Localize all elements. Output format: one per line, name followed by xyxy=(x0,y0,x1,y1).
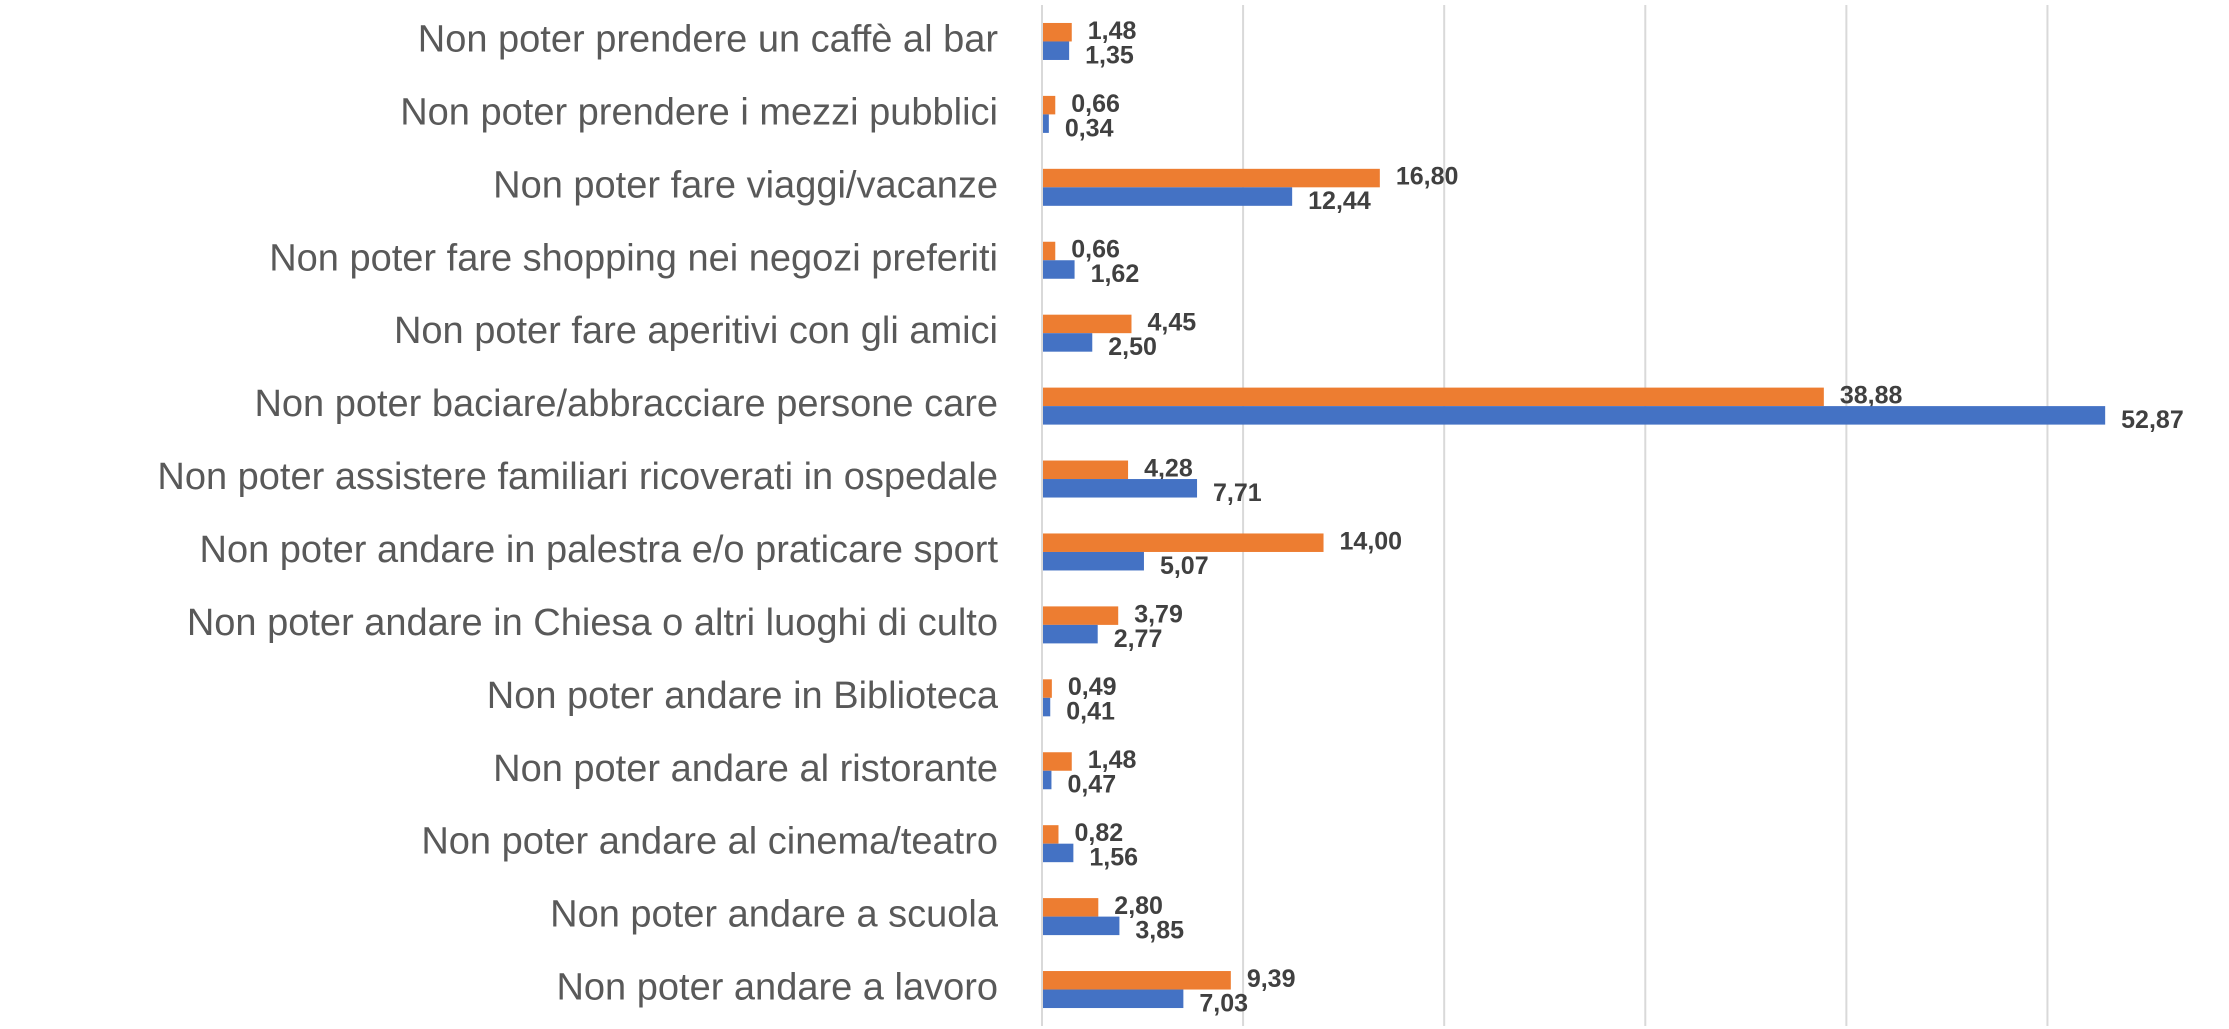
category-label: Non poter andare a scuola xyxy=(550,894,999,936)
data-label: 0,41 xyxy=(1066,698,1115,726)
data-label: 9,39 xyxy=(1247,965,1296,993)
data-label: 16,80 xyxy=(1396,163,1459,191)
data-label: 52,87 xyxy=(2121,406,2184,434)
category-label: Non poter andare in Chiesa o altri luogh… xyxy=(187,602,998,644)
data-label: 0,66 xyxy=(1071,90,1120,118)
bar xyxy=(1042,624,1098,644)
bar xyxy=(1042,679,1052,698)
data-label: 4,28 xyxy=(1144,454,1193,482)
data-label: 0,47 xyxy=(1067,771,1116,799)
data-label: 1,48 xyxy=(1088,746,1137,774)
data-label: 14,00 xyxy=(1340,527,1403,555)
bar xyxy=(1042,260,1075,279)
data-label: 1,35 xyxy=(1085,41,1134,69)
bar xyxy=(1042,479,1198,498)
data-label: 0,34 xyxy=(1065,114,1114,142)
bar xyxy=(1042,770,1052,790)
bar xyxy=(1042,898,1099,917)
bar xyxy=(1042,333,1093,352)
data-label: 7,03 xyxy=(1199,989,1248,1017)
data-label: 38,88 xyxy=(1840,381,1903,409)
category-label: Non poter baciare/abbracciare persone ca… xyxy=(254,383,998,425)
bar xyxy=(1042,843,1074,863)
bar xyxy=(1042,314,1132,334)
bar xyxy=(1042,551,1144,571)
data-label: 0,66 xyxy=(1071,236,1120,264)
category-label: Non poter andare in palestra e/o pratica… xyxy=(200,529,999,571)
data-label: 0,49 xyxy=(1068,673,1117,701)
bar xyxy=(1042,825,1059,844)
data-label: 1,62 xyxy=(1091,260,1140,288)
data-label: 2,80 xyxy=(1114,892,1163,920)
data-label: 0,82 xyxy=(1074,819,1123,847)
bar xyxy=(1042,241,1056,261)
data-label: 5,07 xyxy=(1160,552,1209,580)
data-label: 1,48 xyxy=(1088,17,1137,45)
data-label: 3,85 xyxy=(1135,916,1184,944)
data-label: 12,44 xyxy=(1308,187,1371,215)
data-label: 2,77 xyxy=(1114,625,1163,653)
category-label: Non poter andare a lavoro xyxy=(556,967,998,1009)
bar xyxy=(1042,41,1070,60)
category-label: Non poter prendere un caffè al bar xyxy=(418,18,999,60)
bar xyxy=(1042,697,1051,717)
bar xyxy=(1042,989,1184,1009)
bar xyxy=(1042,406,2106,425)
bar xyxy=(1042,752,1072,771)
category-label: Non poter fare aperitivi con gli amici xyxy=(394,310,998,352)
category-label: Non poter assistere familiari ricoverati… xyxy=(157,456,998,498)
bar xyxy=(1042,387,1824,407)
data-label: 2,50 xyxy=(1108,333,1157,361)
category-label: Non poter andare in Biblioteca xyxy=(487,675,999,717)
category-label: Non poter fare shopping nei negozi prefe… xyxy=(269,237,998,279)
category-label: Non poter andare al cinema/teatro xyxy=(421,821,998,863)
category-label: Non poter andare al ristorante xyxy=(493,748,998,790)
data-label: 4,45 xyxy=(1147,309,1196,337)
bar xyxy=(1042,168,1380,188)
bar xyxy=(1042,916,1120,936)
bar xyxy=(1042,460,1129,480)
data-label: 3,79 xyxy=(1134,600,1183,628)
bar xyxy=(1042,114,1049,133)
category-label: Non poter fare viaggi/vacanze xyxy=(493,164,998,206)
bar xyxy=(1042,533,1324,552)
data-label: 1,56 xyxy=(1089,844,1138,872)
category-label: Non poter prendere i mezzi pubblici xyxy=(400,91,998,133)
bar xyxy=(1042,971,1231,990)
bar xyxy=(1042,22,1072,42)
bar xyxy=(1042,606,1119,625)
bar xyxy=(1042,187,1293,206)
bar xyxy=(1042,95,1056,115)
data-label: 7,71 xyxy=(1213,479,1262,507)
